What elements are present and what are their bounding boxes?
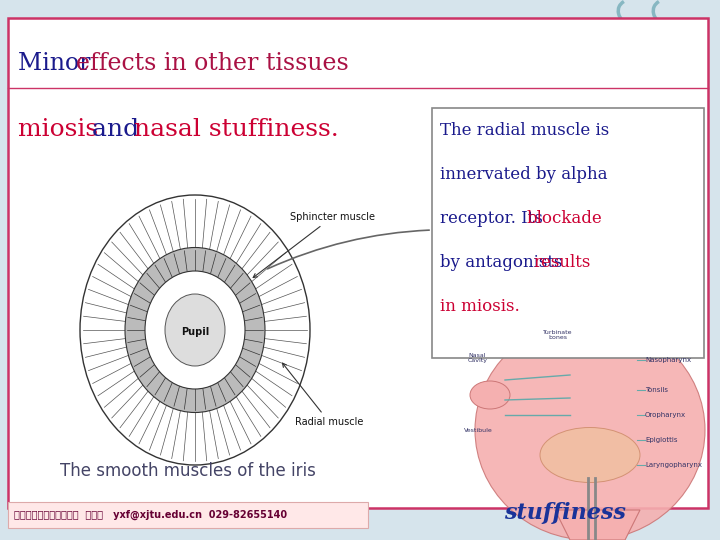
Ellipse shape	[540, 428, 640, 483]
Ellipse shape	[470, 381, 510, 409]
Text: blockade: blockade	[527, 210, 603, 227]
Ellipse shape	[145, 271, 245, 389]
Ellipse shape	[475, 320, 705, 540]
Text: miosis: miosis	[18, 118, 106, 141]
Text: Vestibule: Vestibule	[464, 428, 492, 433]
Text: Pupil: Pupil	[181, 327, 209, 337]
Ellipse shape	[80, 195, 310, 465]
Text: effects in other tissues: effects in other tissues	[76, 52, 348, 75]
Text: Sphincter muscle: Sphincter muscle	[253, 212, 375, 278]
Text: Minor: Minor	[18, 52, 98, 75]
Text: Epiglottis: Epiglottis	[645, 437, 678, 443]
Text: nasal stuffiness.: nasal stuffiness.	[134, 118, 338, 141]
FancyBboxPatch shape	[8, 502, 368, 528]
Text: in miosis.: in miosis.	[440, 298, 520, 315]
FancyBboxPatch shape	[8, 18, 708, 508]
Text: Nasal
Cavity: Nasal Cavity	[468, 353, 488, 363]
Text: Laryngopharynx: Laryngopharynx	[645, 462, 702, 468]
Text: receptor. Its: receptor. Its	[440, 210, 548, 227]
Text: Nasopharynx: Nasopharynx	[645, 357, 691, 363]
Text: The smooth muscles of the iris: The smooth muscles of the iris	[60, 462, 316, 480]
Text: and: and	[92, 118, 147, 141]
Text: Turbinate
bones: Turbinate bones	[544, 329, 572, 340]
Polygon shape	[555, 510, 640, 540]
Text: stuffiness: stuffiness	[504, 502, 626, 524]
Text: innervated by alpha: innervated by alpha	[440, 166, 608, 183]
Text: results: results	[533, 254, 590, 271]
Text: by antagonists: by antagonists	[440, 254, 568, 271]
Ellipse shape	[125, 247, 265, 413]
Text: Radial muscle: Radial muscle	[282, 363, 364, 427]
Text: 西安交大医学院药理学系  费永久   yxf@xjtu.edu.cn  029-82655140: 西安交大医学院药理学系 费永久 yxf@xjtu.edu.cn 029-8265…	[14, 510, 287, 520]
Ellipse shape	[165, 294, 225, 366]
Text: The radial muscle is: The radial muscle is	[440, 122, 609, 139]
Text: Oropharynx: Oropharynx	[645, 412, 686, 418]
Text: Tonsils: Tonsils	[645, 387, 668, 393]
FancyBboxPatch shape	[432, 108, 704, 358]
